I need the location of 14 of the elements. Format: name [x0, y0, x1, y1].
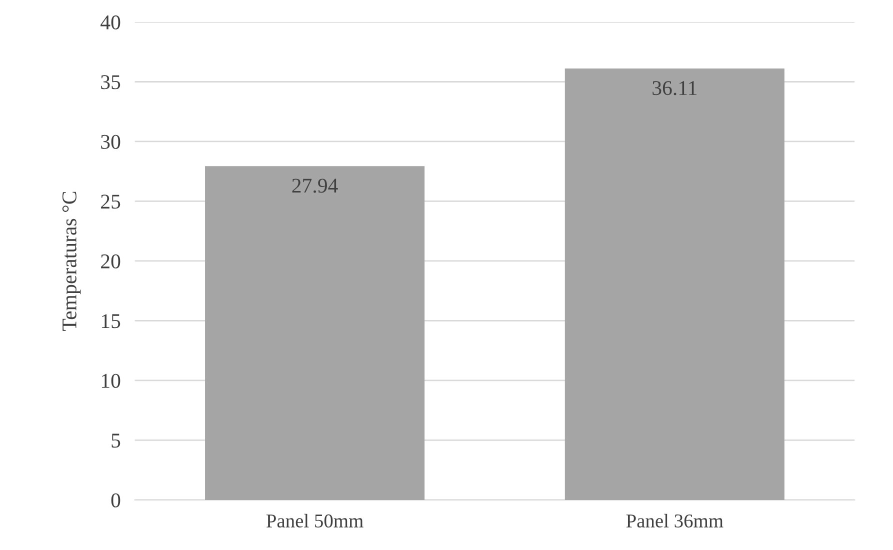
x-tick-label: Panel 36mm [626, 514, 724, 528]
y-axis-title: Temperaturas °C [62, 192, 81, 331]
y-tick-label: 5 [112, 434, 120, 448]
y-tick-label: 25 [101, 194, 120, 209]
data-label: 27.94 [292, 178, 338, 193]
y-tick-label: 30 [101, 134, 120, 149]
y-tick-label: 0 [111, 493, 120, 508]
y-tick-label: 35 [101, 75, 120, 90]
y-tick-label: 10 [102, 374, 120, 388]
y-tick-label: 40 [100, 15, 120, 30]
data-label: 36.11 [652, 81, 696, 96]
x-tick-label: Panel 50mm [266, 514, 364, 528]
y-tick-label: 20 [101, 254, 120, 268]
y-tick-label: 15 [102, 314, 120, 328]
